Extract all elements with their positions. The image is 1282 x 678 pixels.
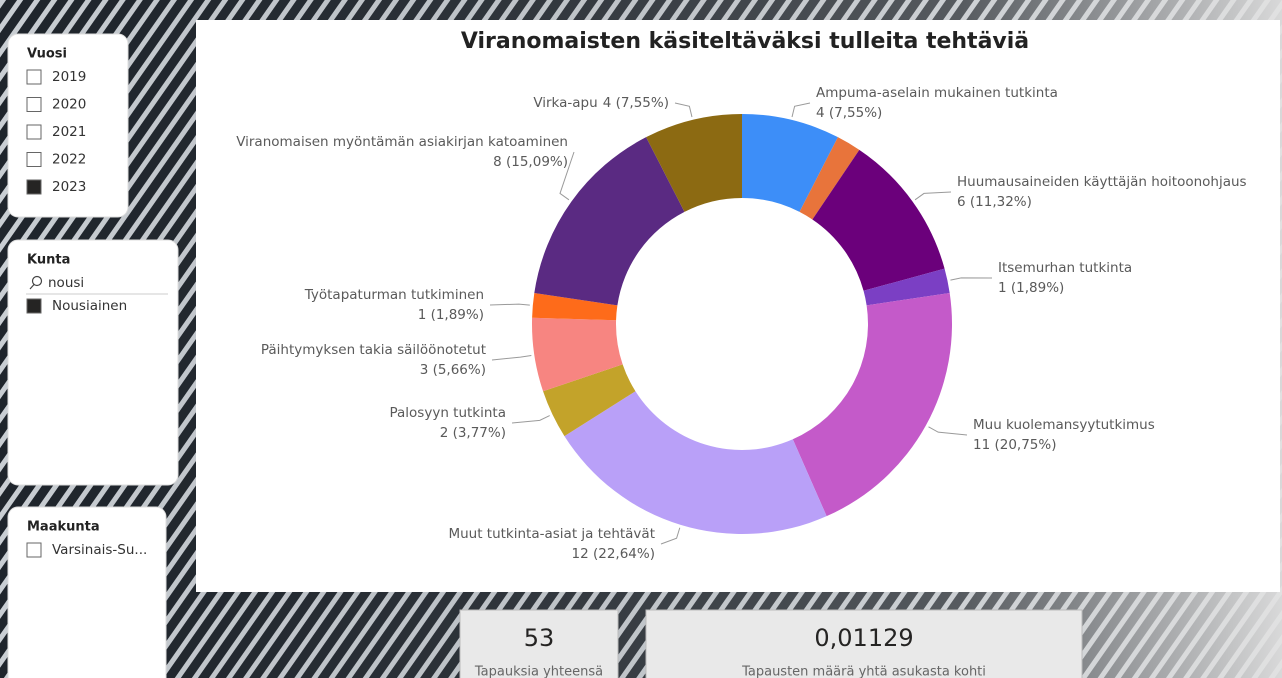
chart-title: Viranomaisten käsiteltäväksi tulleita te… [461, 29, 1029, 54]
category-label: Virka-apu [533, 95, 597, 111]
donut-slice [742, 114, 838, 212]
slicer-title: Kunta [27, 253, 70, 268]
slicer-item[interactable]: 2022 [52, 152, 86, 168]
leader-line [928, 426, 968, 436]
donut-slice [532, 317, 623, 392]
search-icon [29, 284, 35, 290]
search-icon [31, 275, 43, 287]
data-label: 12 (22,64%) [572, 546, 655, 562]
category-label: Ampuma-aselain mukainen tutkinta [816, 85, 1058, 101]
slicer-item[interactable]: 2020 [52, 97, 86, 113]
slicer-panel [7, 506, 167, 678]
donut-slice [799, 137, 860, 220]
category-label: Muut tutkinta-asiat ja tehtävät [448, 526, 655, 542]
kpi-value: 53 [524, 624, 555, 652]
donut-slice [564, 391, 827, 534]
slicer-panel [7, 239, 179, 486]
category-label: Viranomaisen myöntämän asiakirjan katoam… [236, 134, 568, 150]
slicer-checkbox[interactable] [26, 124, 42, 140]
category-label: Palosyyn tutkinta [389, 405, 506, 421]
data-label: 2 (3,77%) [440, 425, 506, 441]
data-label: 3 (5,66%) [420, 362, 486, 378]
donut-slice [792, 292, 952, 517]
kpi-label: Tapauksia yhteensä [474, 665, 603, 678]
slicer-checkbox[interactable] [26, 69, 42, 85]
slicer-checkbox[interactable] [26, 152, 42, 167]
donut-slice [534, 137, 685, 306]
leader-line [511, 415, 550, 424]
data-label: 6 (11,32%) [957, 194, 1032, 210]
slicer-title: Vuosi [27, 47, 67, 62]
slicer-item[interactable]: 2019 [52, 69, 86, 85]
data-label: 1 (1,89%) [998, 280, 1064, 296]
donut-slice [646, 114, 742, 212]
leader-line [491, 354, 532, 361]
slicer-item[interactable]: 2021 [52, 124, 86, 140]
slicer-item[interactable]: Varsinais-Su... [52, 542, 147, 558]
category-label: Muu kuolemansyytutkimus [973, 417, 1155, 433]
slicer-item[interactable]: Nousiainen [52, 298, 127, 314]
donut-slice [543, 364, 636, 437]
donut-slice [863, 268, 950, 306]
leader-line [791, 102, 811, 118]
slicer-checkbox[interactable] [26, 97, 42, 112]
data-label: 4 (7,55%) [603, 95, 669, 111]
slicer-checkbox[interactable] [26, 298, 42, 314]
slicer-item[interactable]: 2023 [52, 179, 86, 195]
category-label: Työtapaturman tutkiminen [304, 287, 484, 303]
donut-slice [532, 292, 618, 321]
search-input[interactable]: nousi [48, 275, 84, 291]
leader-line [950, 277, 993, 281]
category-label: Huumausaineiden käyttäjän hoitoonohjaus [957, 174, 1247, 190]
leader-line [559, 151, 575, 201]
leader-line [660, 527, 681, 545]
slicer-checkbox[interactable] [26, 179, 42, 195]
data-label: 11 (20,75%) [973, 437, 1056, 453]
leader-line [674, 102, 693, 118]
category-label: Päihtymyksen takia säilöönotetut [261, 342, 486, 358]
data-label: 1 (1,89%) [418, 307, 484, 323]
data-label: 8 (15,09%) [493, 154, 568, 170]
slicer-checkbox[interactable] [26, 542, 42, 558]
category-label: Itsemurhan tutkinta [998, 260, 1132, 276]
kpi-card [645, 609, 1083, 678]
donut-slice [812, 149, 945, 291]
kpi-label: Tapausten määrä yhtä asukasta kohti [741, 665, 986, 678]
kpi-card [459, 609, 619, 678]
data-label: 4 (7,55%) [816, 105, 882, 121]
kpi-value: 0,01129 [814, 624, 913, 652]
slicer-title: Maakunta [27, 520, 100, 535]
leader-line [489, 303, 530, 306]
leader-line [914, 191, 952, 201]
